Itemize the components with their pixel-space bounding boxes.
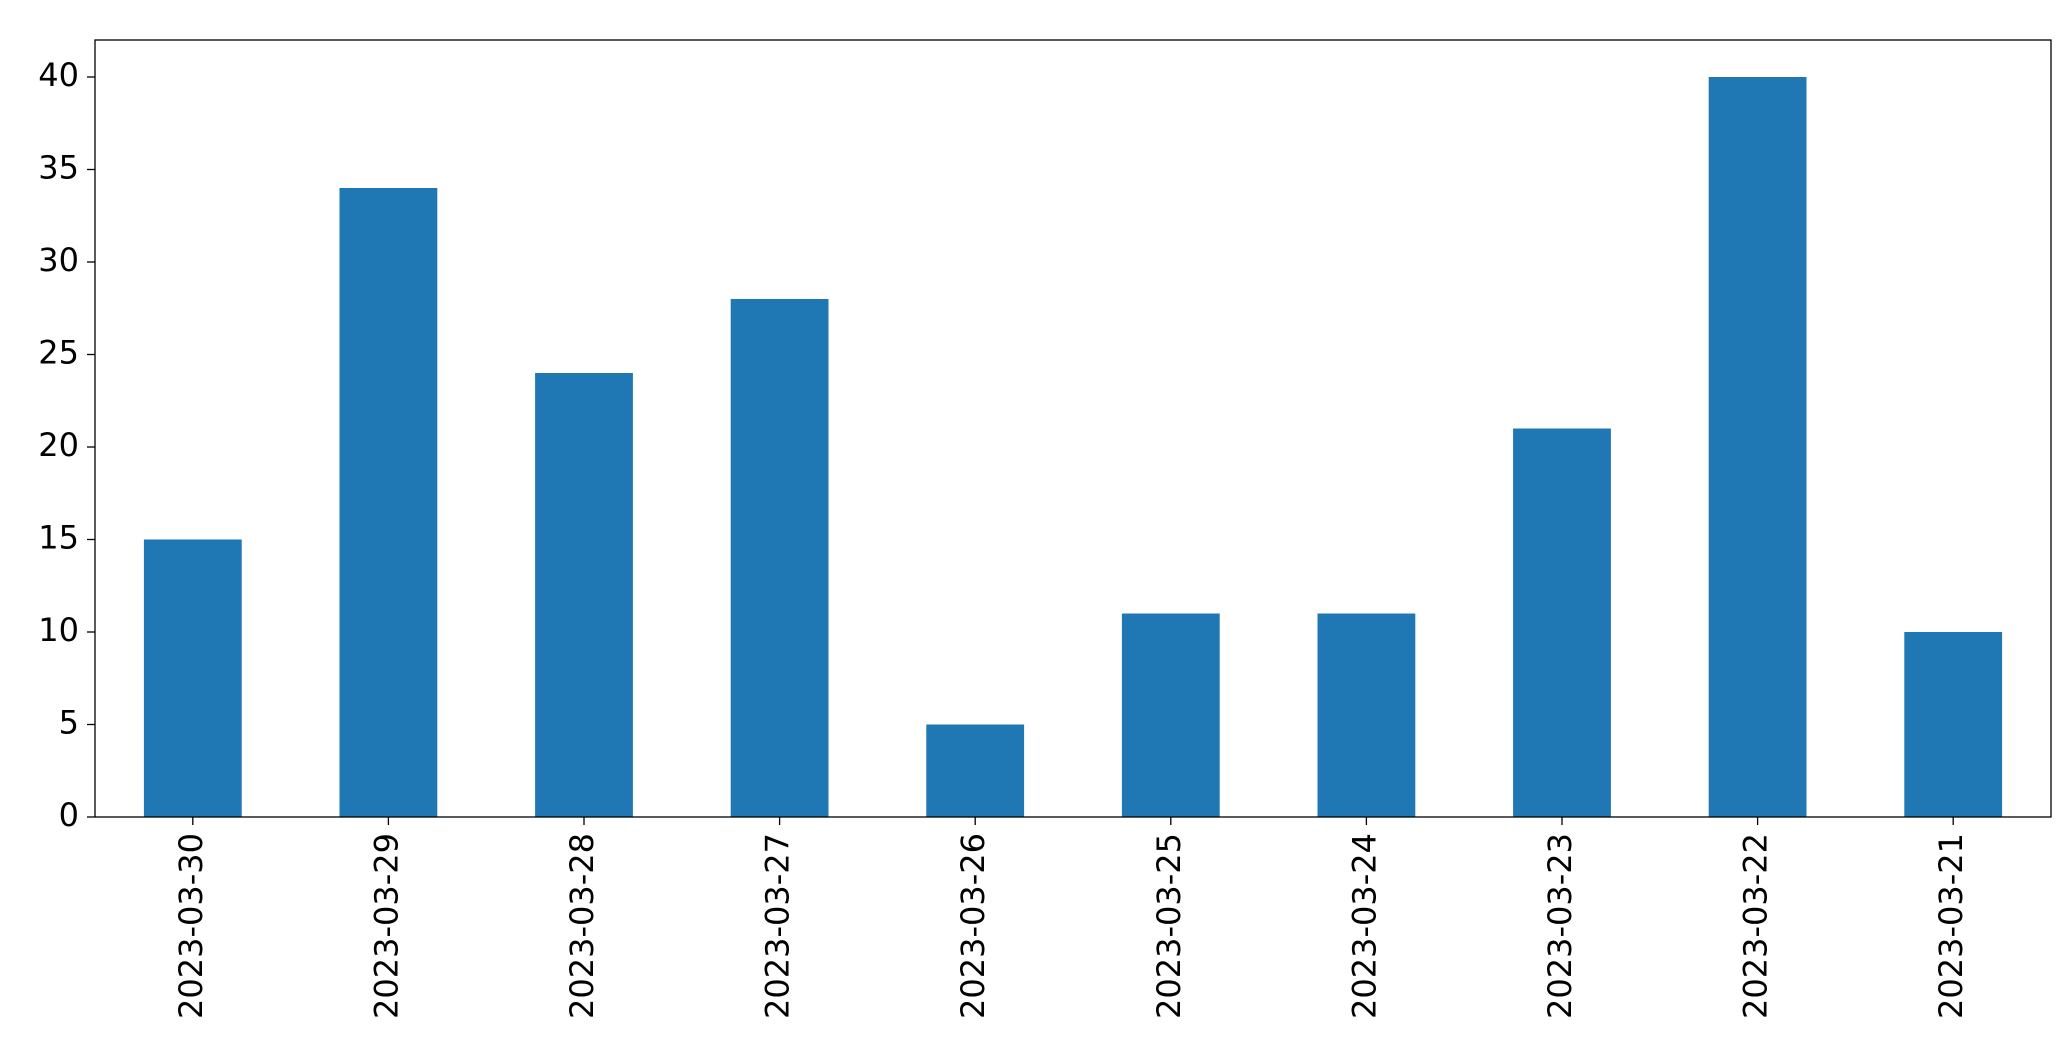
bar xyxy=(143,539,242,817)
bar xyxy=(1904,632,2003,817)
bar xyxy=(926,724,1025,817)
bar xyxy=(1708,77,1807,817)
x-tick-label: 2023-03-25 xyxy=(1150,833,1188,1019)
x-tick-label: 2023-03-22 xyxy=(1737,833,1775,1019)
y-tick-label: 10 xyxy=(38,611,79,649)
y-tick-label: 0 xyxy=(59,796,79,834)
axes-frame xyxy=(94,39,2052,818)
y-tick-label: 5 xyxy=(59,704,79,742)
bar xyxy=(339,188,438,817)
y-tick-label: 40 xyxy=(38,56,79,94)
x-tick-label: 2023-03-23 xyxy=(1541,833,1579,1019)
bar xyxy=(1317,613,1416,817)
x-tick-label: 2023-03-21 xyxy=(1932,833,1970,1019)
bar xyxy=(1513,428,1611,817)
bar xyxy=(730,299,829,817)
bar xyxy=(1121,613,1220,817)
x-tick-label: 2023-03-26 xyxy=(954,833,992,1019)
x-tick-label: 2023-03-30 xyxy=(172,833,210,1019)
y-tick-label: 25 xyxy=(38,334,79,372)
x-tick-label: 2023-03-28 xyxy=(563,833,601,1019)
y-tick-label: 20 xyxy=(38,426,79,464)
x-tick-label: 2023-03-29 xyxy=(367,833,405,1019)
x-tick-label: 2023-03-24 xyxy=(1345,833,1383,1019)
bar xyxy=(535,373,633,817)
y-tick-label: 30 xyxy=(38,241,79,279)
y-tick-label: 35 xyxy=(38,149,79,187)
plot-layer: 0 5 10 15 20 25 30 35 40 2023-03-30 2023-03-29 2023… xyxy=(38,56,2003,1019)
y-tick-label: 15 xyxy=(38,519,79,557)
x-tick-label: 2023-03-27 xyxy=(759,833,797,1019)
